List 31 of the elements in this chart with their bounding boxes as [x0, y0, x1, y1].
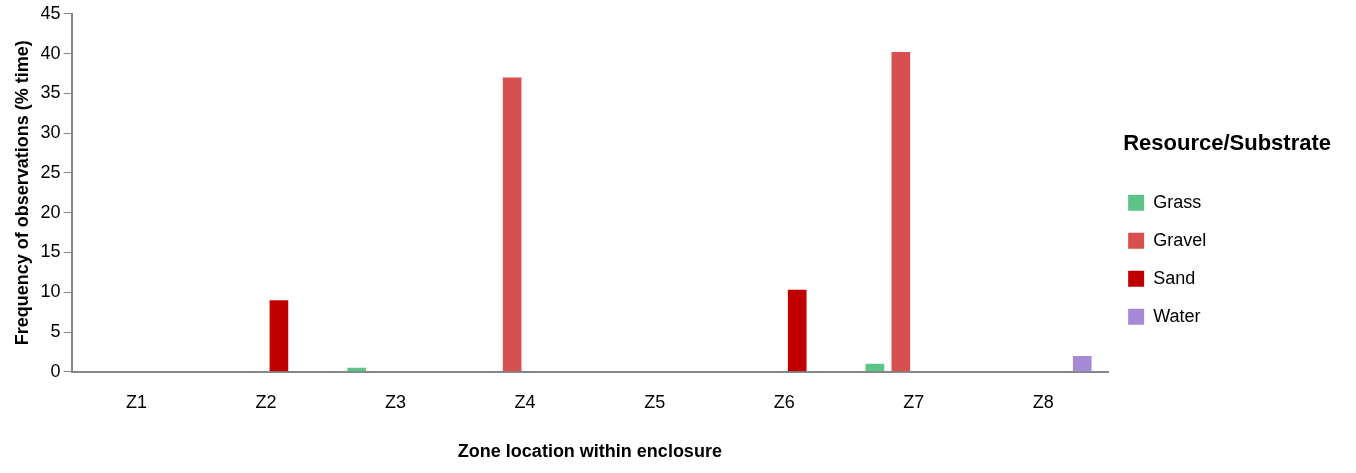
bar — [502, 77, 522, 372]
y-tick-label: 45 — [40, 2, 61, 23]
bar — [1072, 355, 1092, 372]
legend-label: Gravel — [1153, 229, 1207, 250]
x-tick-label: Z3 — [385, 391, 407, 412]
legend-label: Water — [1153, 305, 1201, 326]
y-axis-title: Frequency of observations (% time) — [11, 40, 32, 346]
bar — [865, 363, 885, 372]
x-tick-label: Z4 — [514, 391, 536, 412]
y-tick-label: 5 — [50, 320, 61, 341]
x-tick-label: Z1 — [125, 391, 147, 412]
legend-label: Sand — [1153, 267, 1196, 288]
x-tick-label: Z5 — [644, 391, 666, 412]
legend-label: Grass — [1153, 191, 1202, 212]
y-tick-label: 25 — [40, 161, 61, 182]
y-tick-label: 30 — [40, 122, 61, 143]
y-tick-label: 15 — [40, 241, 61, 262]
bar — [787, 289, 807, 372]
x-tick-label: Z8 — [1032, 391, 1054, 412]
y-tick-label: 20 — [40, 201, 61, 222]
x-tick-label: Z2 — [255, 391, 277, 412]
bar — [269, 300, 289, 372]
x-tick-label: Z6 — [773, 391, 795, 412]
y-tick-label: 0 — [50, 360, 61, 381]
x-axis-title: Zone location within enclosure — [457, 441, 722, 462]
bar — [891, 51, 911, 372]
legend-title: Resource/Substrate — [1123, 130, 1331, 156]
y-tick-label: 40 — [40, 42, 61, 63]
y-tick-label: 10 — [40, 281, 61, 302]
y-tick-label: 35 — [40, 82, 61, 103]
x-tick-label: Z7 — [903, 391, 925, 412]
